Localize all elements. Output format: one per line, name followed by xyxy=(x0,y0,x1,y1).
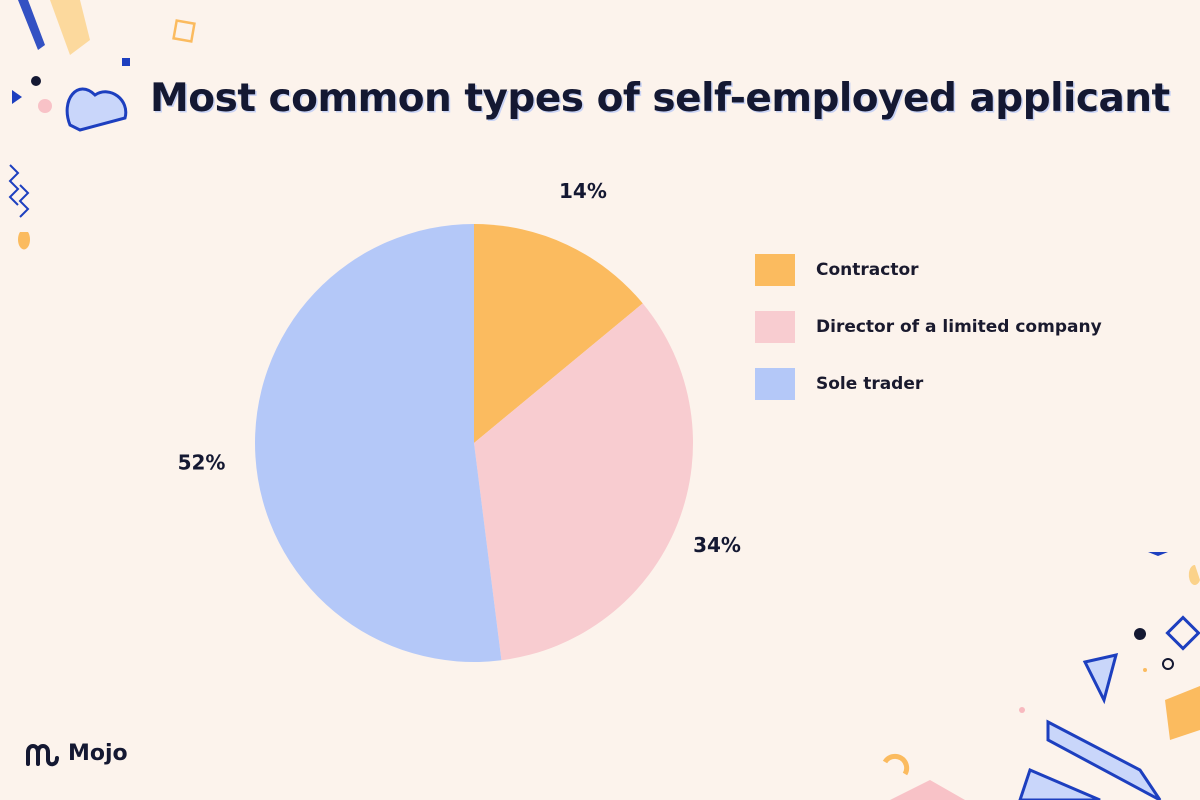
pie-slice-contractor xyxy=(474,224,643,443)
legend-swatch-contractor xyxy=(755,254,795,286)
mojo-logo-icon xyxy=(26,744,59,767)
legend-item-director: Director of a limited company xyxy=(755,311,1102,343)
data-label-director-of-a-limited-company: 34% xyxy=(693,533,741,557)
legend-swatch-director xyxy=(755,311,795,343)
legend-item-sole-trader: Sole trader xyxy=(755,368,1102,400)
brand-logo: Mojo xyxy=(24,738,128,768)
legend-label-contractor: Contractor xyxy=(816,260,919,280)
chart-title: Most common types of self-employed appli… xyxy=(150,76,1170,121)
legend-swatch-sole-trader xyxy=(755,368,795,400)
chart-legend: Contractor Director of a limited company… xyxy=(755,254,1102,425)
data-label-contractor: 14% xyxy=(559,179,607,203)
brand-name: Mojo xyxy=(68,740,128,766)
legend-label-sole-trader: Sole trader xyxy=(816,374,924,394)
legend-item-contractor: Contractor xyxy=(755,254,1102,286)
data-label-sole-trader: 52% xyxy=(178,450,226,474)
pie-slice-sole-trader xyxy=(255,224,502,662)
legend-label-director: Director of a limited company xyxy=(816,317,1102,337)
pie-slice-director-of-a-limited-company xyxy=(474,303,693,661)
